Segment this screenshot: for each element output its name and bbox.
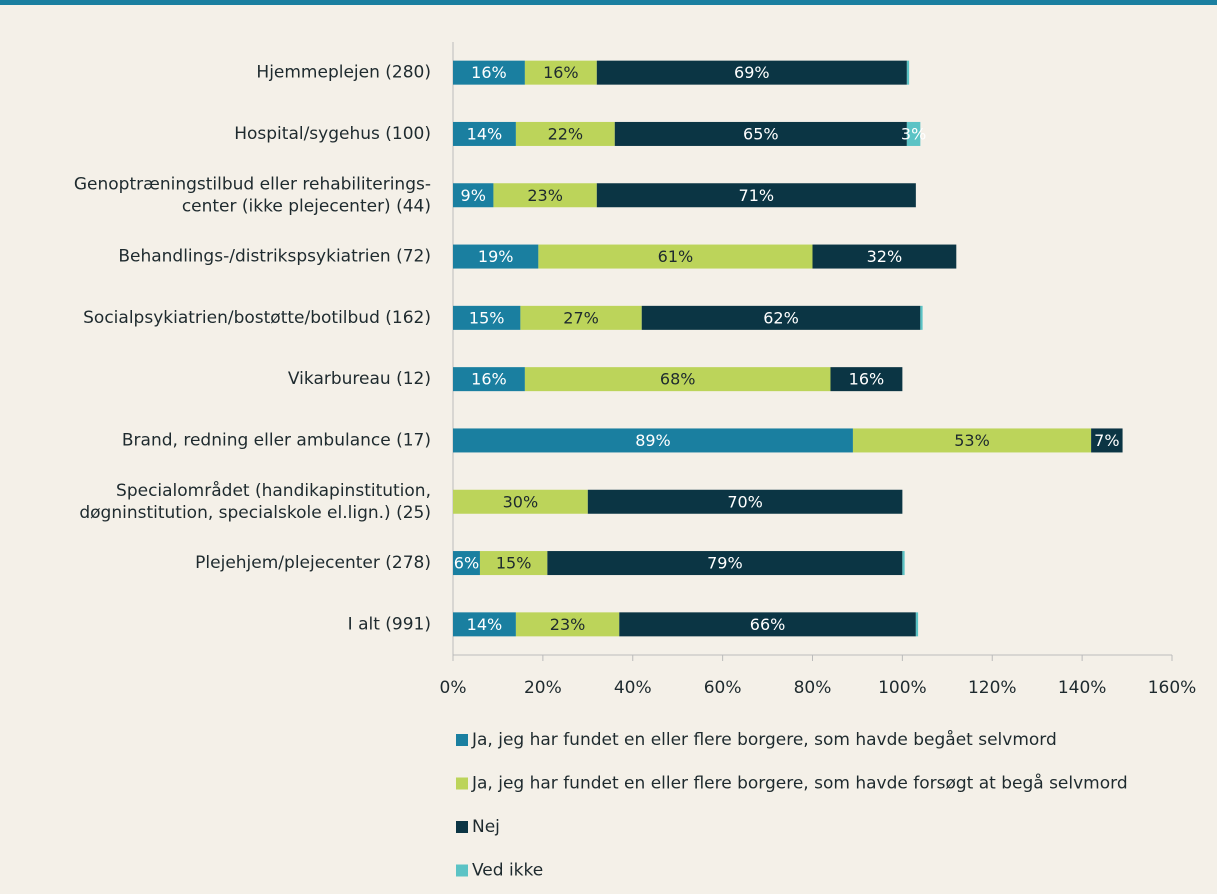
bar-segment	[453, 305, 521, 330]
x-tick-label: 0%	[440, 678, 467, 698]
data-label: 15%	[469, 308, 505, 327]
x-tick-label: 120%	[968, 678, 1017, 698]
bar-segment	[830, 367, 903, 392]
bar-segment	[587, 489, 903, 514]
bar-segment	[524, 60, 597, 85]
data-label: 16%	[471, 370, 507, 389]
bar-segment	[493, 183, 597, 208]
bar-segment	[852, 428, 1092, 453]
category-label: I alt (991)	[348, 614, 431, 634]
top-border	[0, 0, 1217, 5]
data-label: 16%	[543, 63, 579, 82]
legend-label: Ja, jeg har fundet en eller flere borger…	[471, 773, 1128, 794]
bar-segment	[479, 551, 548, 576]
bar-segment	[515, 612, 620, 637]
bar-segment	[453, 60, 525, 85]
category-label: Hjemmeplejen (280)	[256, 63, 431, 83]
data-label: 65%	[743, 124, 779, 143]
category-label: Hospital/sygehus (100)	[234, 124, 431, 144]
data-label: 7%	[1094, 431, 1119, 450]
data-label: 66%	[750, 615, 786, 634]
data-label: 71%	[739, 186, 775, 205]
category-label: Specialområdet (handikapinstitution, døgn…	[79, 480, 431, 523]
data-label: 79%	[707, 554, 743, 573]
data-label: 23%	[550, 615, 586, 634]
bar-segment	[1091, 428, 1123, 453]
bar-segment	[547, 551, 903, 576]
bar-segment	[619, 612, 916, 637]
legend-label: Ved ikke	[472, 861, 543, 881]
bar-segment	[906, 60, 910, 85]
bar-segment	[920, 305, 923, 330]
legend-label: Ja, jeg har fundet en eller flere borger…	[471, 729, 1057, 750]
data-label: 14%	[467, 124, 503, 143]
bar-segment	[596, 60, 907, 85]
category-label: Vikarbureau (12)	[288, 369, 431, 389]
legend-label: Nej	[472, 817, 500, 837]
data-label: 23%	[527, 186, 563, 205]
data-label: 15%	[496, 554, 532, 573]
bar-segment	[453, 183, 494, 208]
bar-segment	[641, 305, 921, 330]
data-label: 32%	[867, 247, 903, 266]
data-label: 3%	[901, 124, 926, 143]
legend-swatch	[456, 777, 468, 790]
data-label: 22%	[548, 124, 584, 143]
bar-segment	[453, 428, 853, 453]
data-label: 19%	[478, 247, 514, 266]
bar-segment	[453, 612, 516, 637]
bar-segment	[812, 244, 957, 269]
category-label: Behandlings-/distrikspsykiatrien (72)	[118, 247, 431, 267]
data-label: 62%	[763, 308, 799, 327]
data-label: 89%	[635, 431, 671, 450]
x-tick-label: 80%	[794, 678, 832, 698]
bar-segment	[453, 244, 539, 269]
data-label: 68%	[660, 370, 696, 389]
data-label: 9%	[461, 186, 486, 205]
bar-segment	[453, 489, 588, 514]
bar-segment	[453, 121, 516, 146]
legend-swatch	[456, 864, 468, 877]
category-label: Socialpsykiatrien/bostøtte/botilbud (162…	[83, 308, 431, 328]
data-label: 14%	[467, 615, 503, 634]
x-tick-label: 100%	[878, 678, 927, 698]
bar-segment	[515, 121, 615, 146]
x-tick-label: 160%	[1148, 678, 1197, 698]
bar-segment	[453, 367, 525, 392]
data-label: 61%	[658, 247, 694, 266]
data-label: 16%	[471, 63, 507, 82]
data-label: 69%	[734, 63, 770, 82]
bar-segment	[915, 612, 919, 637]
bar-segment	[902, 551, 905, 576]
bar-segment	[453, 551, 480, 576]
bar-segment	[520, 305, 642, 330]
bar-segment	[614, 121, 907, 146]
data-label: 6%	[454, 554, 479, 573]
legend-swatch	[456, 821, 468, 833]
bar-segment	[596, 183, 916, 208]
data-label: 30%	[503, 492, 539, 511]
bar-segment	[906, 121, 921, 146]
category-label: Genoptræningstilbud eller rehabilitering…	[74, 174, 431, 216]
x-tick-label: 40%	[614, 678, 652, 698]
data-label: 27%	[563, 308, 599, 327]
x-tick-label: 60%	[704, 678, 742, 698]
x-tick-label: 140%	[1058, 678, 1107, 698]
category-label: Brand, redning eller ambulance (17)	[122, 430, 431, 450]
bar-segment	[524, 367, 831, 392]
category-label: Plejehjem/plejecenter (278)	[195, 553, 431, 573]
data-label: 53%	[954, 431, 990, 450]
data-label: 70%	[727, 492, 763, 511]
legend-swatch	[456, 734, 468, 746]
data-label: 16%	[849, 370, 885, 389]
bar-segment	[538, 244, 813, 269]
x-tick-label: 20%	[524, 678, 562, 698]
